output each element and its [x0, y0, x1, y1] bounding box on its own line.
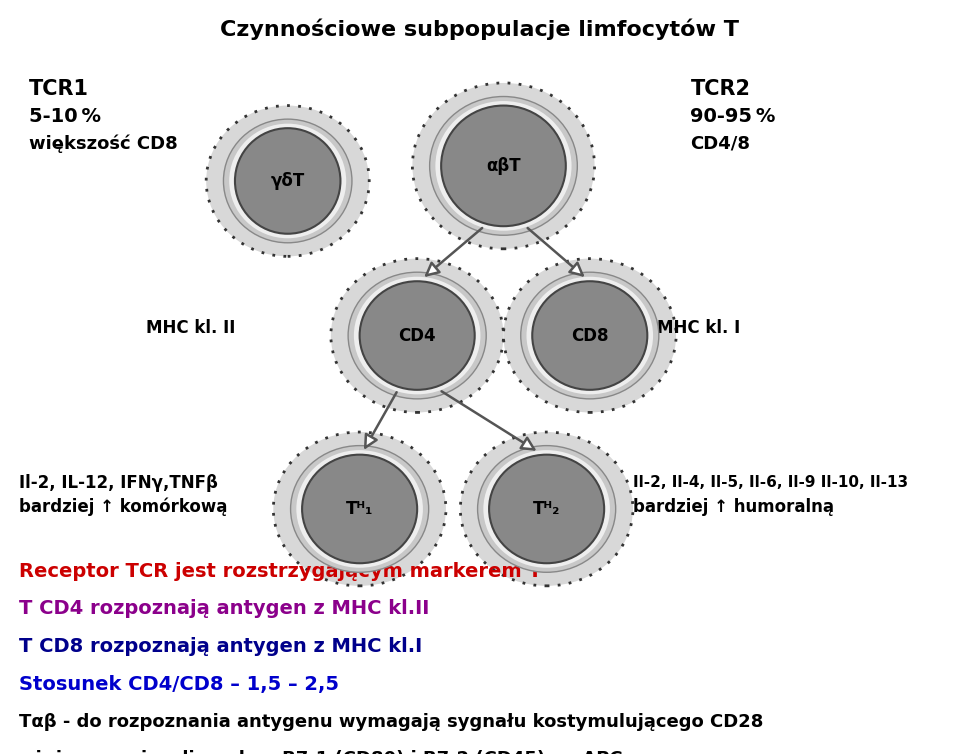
Text: TCR2: TCR2: [690, 79, 751, 100]
Ellipse shape: [441, 106, 566, 226]
Text: bardziej ↑ komórkową: bardziej ↑ komórkową: [19, 498, 227, 516]
Ellipse shape: [430, 97, 577, 235]
Ellipse shape: [296, 450, 423, 568]
Text: Czynnościowe subpopulacje limfocytów T: Czynnościowe subpopulacje limfocytów T: [220, 19, 739, 41]
Text: MHC kl. II: MHC kl. II: [146, 319, 235, 337]
Text: MHC kl. I: MHC kl. I: [657, 319, 740, 337]
Ellipse shape: [526, 277, 653, 394]
Ellipse shape: [489, 455, 604, 563]
Text: Tᴴ₂: Tᴴ₂: [533, 500, 560, 518]
Ellipse shape: [273, 432, 446, 586]
Ellipse shape: [483, 450, 610, 568]
Text: Stosunek CD4/CD8 – 1,5 – 2,5: Stosunek CD4/CD8 – 1,5 – 2,5: [19, 675, 339, 694]
Text: αβT: αβT: [486, 157, 521, 175]
Text: większość CD8: większość CD8: [29, 134, 177, 153]
Text: TCR1: TCR1: [29, 79, 89, 100]
Ellipse shape: [302, 455, 417, 563]
Ellipse shape: [354, 277, 480, 394]
Text: Il-2, IL-12, IFNγ,TNFβ: Il-2, IL-12, IFNγ,TNFβ: [19, 474, 218, 492]
Ellipse shape: [532, 281, 647, 390]
Text: CD8: CD8: [571, 326, 609, 345]
Ellipse shape: [223, 119, 352, 243]
Text: Receptor TCR jest rozstrzygającym markerem T: Receptor TCR jest rozstrzygającym marker…: [19, 562, 542, 581]
Ellipse shape: [521, 272, 659, 399]
Ellipse shape: [460, 432, 633, 586]
Ellipse shape: [435, 101, 572, 231]
Ellipse shape: [412, 83, 595, 249]
Text: γδT: γδT: [270, 172, 305, 190]
Ellipse shape: [235, 128, 340, 234]
Text: T CD4 rozpoznają antygen z MHC kl.II: T CD4 rozpoznają antygen z MHC kl.II: [19, 599, 430, 618]
Ellipse shape: [478, 446, 616, 572]
Text: 5-10 %: 5-10 %: [29, 107, 101, 126]
Text: T CD8 rozpoznają antygen z MHC kl.I: T CD8 rozpoznają antygen z MHC kl.I: [19, 637, 422, 656]
Ellipse shape: [503, 259, 676, 412]
Text: Il-2, Il-4, Il-5, Il-6, Il-9 Il-10, Il-13: Il-2, Il-4, Il-5, Il-6, Il-9 Il-10, Il-1…: [633, 475, 908, 490]
Text: Tαβ - do rozpoznania antygenu wymagają sygnału kostymulującego CD28: Tαβ - do rozpoznania antygenu wymagają s…: [19, 713, 763, 731]
Ellipse shape: [206, 106, 369, 256]
Ellipse shape: [291, 446, 429, 572]
Ellipse shape: [229, 124, 346, 238]
Text: Tᴴ₁: Tᴴ₁: [346, 500, 373, 518]
Text: bardziej ↑ humoralną: bardziej ↑ humoralną: [633, 498, 834, 516]
Ellipse shape: [348, 272, 486, 399]
Text: 90-95 %: 90-95 %: [690, 107, 776, 126]
Text: CD4: CD4: [398, 326, 436, 345]
Text: CD4/8: CD4/8: [690, 134, 751, 152]
Text: wiążącego się z ligandem B7-1 (CD80) i B7-2 (CD45) na APC: wiążącego się z ligandem B7-1 (CD80) i B…: [19, 750, 622, 754]
Ellipse shape: [360, 281, 475, 390]
Ellipse shape: [331, 259, 503, 412]
